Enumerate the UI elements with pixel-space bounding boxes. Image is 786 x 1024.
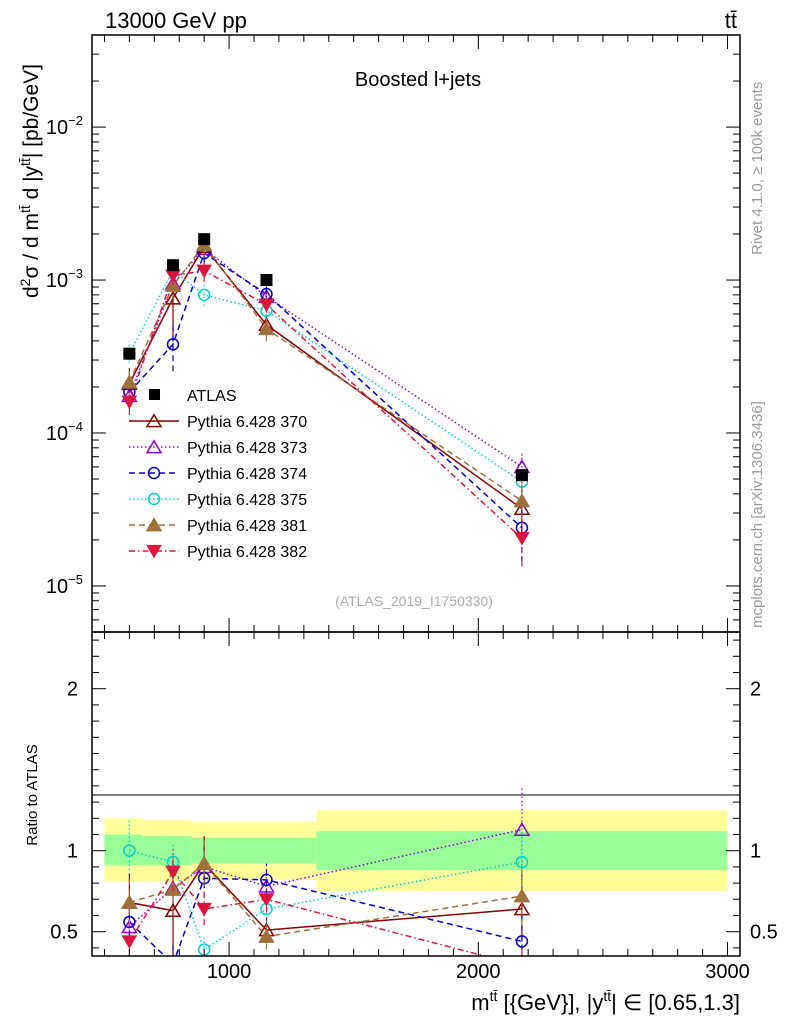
- main-marker-pythia-6-428-370: [164, 290, 182, 305]
- x-axis-label: mtt̄ [{GeV}], |ytt̄| ∈ [0.65,1.3]: [471, 988, 740, 1015]
- legend-label-pythia-6-428-382: Pythia 6.428 382: [187, 544, 307, 561]
- main-y-tick-label: 10−5: [46, 572, 83, 598]
- atlas-data-point: [123, 347, 136, 360]
- header-left-label: 13000 GeV pp: [105, 8, 247, 33]
- ratio-y-tick-label-right: 0.5: [750, 922, 778, 944]
- main-y-tick-exponent: −2: [68, 113, 83, 128]
- main-marker-pythia-6-428-382: [196, 264, 213, 279]
- ratio-marker-pythia-6-428-373: [513, 821, 531, 836]
- ratio-marker-pythia-6-428-381: [195, 855, 213, 871]
- legend-marker-pythia-6-428-374: [147, 466, 161, 480]
- main-y-tick-label: 10−4: [46, 419, 83, 445]
- atlas-data-point: [167, 259, 179, 272]
- rivet-version-label: Rivet 4.1.0, ≥ 100k events: [749, 82, 766, 255]
- main-line-pythia-6-428-373: [128, 247, 523, 468]
- legend-marker-atlas: [149, 389, 160, 400]
- chart-title: Boosted l+jets: [355, 69, 481, 91]
- legend: ATLAS Pythia 6.428 370 Pythia 6.428 373 Pyt…: [129, 388, 307, 561]
- main-marker-pythia-6-428-375: [197, 288, 211, 302]
- ratio-marker-pythia-6-428-374: [515, 935, 529, 948]
- main-y-tick-mantissa: 10: [46, 270, 68, 292]
- ratio-marker-pythia-6-428-381: [513, 888, 531, 903]
- header-right-bar: t̄: [731, 8, 737, 33]
- ratio-marker-pythia-6-428-382: [258, 893, 275, 907]
- ratio-series-markers: [121, 787, 531, 972]
- ratio-marker-pythia-6-428-382: [515, 960, 529, 972]
- main-y-tick-exponent: −3: [68, 266, 83, 281]
- x-tick-label: 3000: [705, 961, 750, 983]
- legend-marker-pythia-6-428-381: [145, 517, 163, 532]
- atlas-data-point: [260, 274, 273, 287]
- ratio-marker-pythia-6-428-374: [123, 915, 136, 929]
- legend-marker-pythia-6-428-370: [145, 413, 163, 428]
- main-y-axis-label: d2σ / d mtt̄ d |ytt̄| [pb/GeV]: [17, 64, 43, 298]
- mcplots-label: mcplots.cern.ch [arXiv:1306.3436]: [749, 401, 766, 628]
- ratio-marker-pythia-6-428-374: [260, 873, 273, 887]
- atlas-data-point: [198, 233, 211, 246]
- main-y-tick-label: 10−2: [46, 113, 83, 139]
- main-marker-pythia-6-428-382: [258, 298, 275, 312]
- ratio-marker-pythia-6-428-374: [168, 959, 179, 970]
- legend-label-atlas: ATLAS: [187, 388, 237, 405]
- ratio-band-green: [141, 836, 192, 866]
- ratio-marker-pythia-6-428-382: [121, 935, 138, 949]
- ratio-marker-pythia-6-428-381: [121, 894, 138, 909]
- legend-marker-pythia-6-428-375: [147, 492, 161, 506]
- ratio-frame: [91, 631, 741, 957]
- main-axes: 10−510−410−310−2: [46, 34, 740, 632]
- analysis-tag: (ATLAS_2019_I1750330): [335, 593, 493, 609]
- atlas-data-point: [515, 469, 528, 482]
- main-line-pythia-6-428-381: [128, 243, 523, 502]
- ratio-y-axis-label: Ratio to ATLAS: [24, 744, 41, 845]
- ratio-marker-pythia-6-428-381: [258, 928, 275, 943]
- legend-label-pythia-6-428-370: Pythia 6.428 370: [187, 414, 307, 431]
- legend-label-pythia-6-428-381: Pythia 6.428 381: [187, 518, 307, 535]
- main-marker-pythia-6-428-382: [121, 395, 138, 410]
- main-y-tick-exponent: −4: [68, 419, 83, 434]
- ratio-band-green: [216, 837, 317, 864]
- main-y-tick-label: 10−3: [46, 266, 83, 292]
- ratio-band-green: [104, 834, 142, 866]
- ratio-y-tick-label-left: 0.5: [50, 922, 78, 944]
- legend-label-pythia-6-428-374: Pythia 6.428 374: [187, 466, 307, 483]
- ratio-marker-pythia-6-428-375: [123, 844, 136, 857]
- main-series-markers: [121, 233, 531, 567]
- main-marker-pythia-6-428-382: [514, 532, 530, 546]
- ratio-uncertainty-bands: [104, 810, 728, 892]
- main-marker-pythia-6-428-381: [513, 493, 531, 508]
- ratio-y-tick-label-left: 1: [67, 841, 78, 863]
- x-tick-label: 2000: [456, 961, 501, 983]
- ratio-y-tick-label-left: 2: [67, 679, 78, 701]
- main-y-tick-mantissa: 10: [46, 423, 68, 445]
- x-tick-label: 1000: [207, 961, 252, 983]
- ratio-marker-pythia-6-428-382: [165, 865, 181, 880]
- main-y-tick-mantissa: 10: [46, 117, 68, 139]
- main-marker-pythia-6-428-374: [166, 338, 180, 351]
- main-panel: 10−510−410−310−2 Boosted l+jets (ATLAS_2…: [17, 34, 741, 633]
- ratio-y-tick-label-right: 2: [750, 679, 761, 701]
- ratio-marker-pythia-6-428-382: [196, 902, 213, 917]
- header-right-label: tt̄: [725, 8, 737, 33]
- ratio-y-tick-label-right: 1: [750, 841, 761, 863]
- main-y-tick-mantissa: 10: [46, 576, 68, 598]
- ratio-marker-pythia-6-428-375: [515, 855, 529, 869]
- main-marker-pythia-6-428-381: [121, 374, 138, 389]
- main-frame: [91, 34, 741, 633]
- ratio-marker-pythia-6-428-370: [164, 902, 182, 917]
- legend-label-pythia-6-428-373: Pythia 6.428 373: [187, 440, 307, 457]
- main-y-tick-exponent: −5: [68, 572, 83, 587]
- legend-marker-pythia-6-428-382: [146, 544, 162, 559]
- main-marker-pythia-6-428-381: [258, 321, 275, 336]
- legend-label-pythia-6-428-375: Pythia 6.428 375: [187, 492, 307, 509]
- main-line-pythia-6-428-375: [128, 269, 523, 483]
- legend-marker-pythia-6-428-373: [145, 439, 163, 454]
